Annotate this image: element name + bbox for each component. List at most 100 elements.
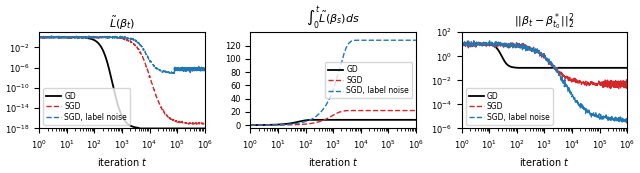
GD [143,128,151,130]
GD [566,67,573,69]
SGD, label noise [143,54,151,57]
Title: $\tilde{L}(\beta_t)$: $\tilde{L}(\beta_t)$ [109,15,135,32]
Legend: GD, SGD, SGD, label noise: GD, SGD, SGD, label noise [465,88,553,125]
Line: GD: GD [461,44,627,68]
SGD [99,36,106,38]
Line: SGD: SGD [250,111,416,125]
SGD, label noise [581,107,589,110]
SGD, label noise [557,79,564,81]
GD [246,124,254,126]
SGD [354,110,362,112]
SGD, label noise [310,117,317,119]
SGD, label noise [354,39,362,41]
GD [383,119,390,121]
SGD [370,110,378,112]
GD [310,119,317,121]
SGD [310,122,317,124]
SGD [193,123,201,125]
GD [458,43,465,45]
GD [346,119,353,121]
SGD [172,120,179,122]
SGD, label noise [623,122,630,124]
SGD [35,36,43,38]
SGD, label noise [35,36,43,38]
GD [594,67,602,69]
Line: SGD, label noise: SGD, label noise [250,40,416,125]
X-axis label: iteration $t$: iteration $t$ [308,156,358,168]
SGD, label noise [383,39,390,41]
SGD, label noise [412,39,420,41]
Title: $\int_0^t\tilde{L}(\beta_s)ds$: $\int_0^t\tilde{L}(\beta_s)ds$ [307,5,360,32]
SGD [581,84,589,86]
SGD, label noise [566,89,573,91]
GD [65,36,73,38]
GD [412,119,420,121]
SGD, label noise [470,40,477,42]
SGD [566,77,573,79]
SGD [159,110,166,112]
SGD, label noise [458,43,465,45]
SGD, label noise [201,69,209,71]
GD [557,67,564,69]
SGD [623,82,631,84]
SGD, label noise [159,71,166,73]
SGD [557,72,564,74]
GD [134,128,142,130]
SGD, label noise [99,36,106,38]
Line: SGD: SGD [461,42,627,89]
SGD [276,124,284,126]
SGD, label noise [169,73,177,75]
X-axis label: iteration $t$: iteration $t$ [97,156,147,168]
SGD [521,48,529,50]
SGD, label noise [134,42,142,44]
Legend: GD, SGD, SGD, label noise: GD, SGD, SGD, label noise [325,62,412,98]
SGD, label noise [246,124,254,126]
GD [201,128,209,130]
GD [99,48,106,50]
SGD, label noise [623,121,631,124]
GD [355,119,362,121]
GD [134,127,142,129]
GD [276,123,284,125]
SGD [65,36,73,38]
GD [172,128,179,130]
SGD [372,110,380,112]
SGD [615,88,623,90]
SGD [458,44,465,46]
Title: $||\beta_t - \beta^*_{t_0}||_2^2$: $||\beta_t - \beta^*_{t_0}||_2^2$ [514,11,575,32]
SGD [346,110,353,112]
SGD [134,48,142,50]
X-axis label: iteration $t$: iteration $t$ [519,156,570,168]
GD [513,67,521,69]
GD [488,44,495,46]
SGD [594,83,602,85]
Line: GD: GD [39,37,205,129]
Line: GD: GD [250,120,416,125]
SGD [467,41,475,43]
GD [623,67,631,69]
Legend: GD, SGD, SGD, label noise: GD, SGD, SGD, label noise [43,88,131,125]
SGD [383,110,390,112]
SGD, label noise [172,69,179,71]
SGD, label noise [85,35,93,37]
SGD, label noise [594,115,602,117]
SGD [412,110,420,112]
SGD, label noise [65,36,73,38]
GD [327,119,335,121]
GD [370,119,378,121]
SGD [201,122,209,124]
GD [35,36,43,38]
Line: SGD: SGD [39,36,205,124]
SGD, label noise [346,41,353,43]
SGD [488,43,495,45]
SGD, label noise [488,41,495,43]
Line: SGD, label noise: SGD, label noise [461,41,627,123]
SGD, label noise [370,39,378,41]
SGD [143,67,151,70]
SGD, label noise [521,45,529,48]
SGD [246,124,254,126]
SGD [62,35,70,37]
SGD, label noise [276,124,284,126]
Line: SGD, label noise: SGD, label noise [39,36,205,74]
GD [159,128,166,130]
